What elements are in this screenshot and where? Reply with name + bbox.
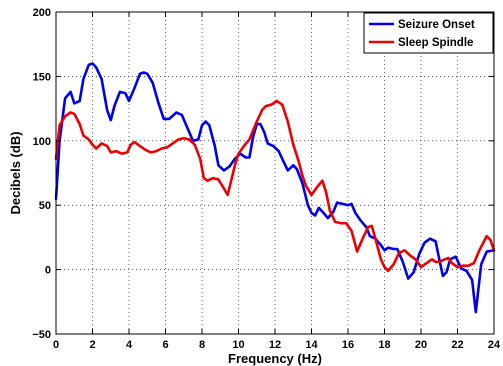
y-tick-label: 200	[33, 7, 51, 19]
x-tick-label: 16	[342, 339, 354, 351]
x-tick-label: 2	[89, 339, 95, 351]
x-tick-label: 20	[415, 339, 427, 351]
x-tick-label: 10	[232, 339, 244, 351]
x-tick-label: 14	[305, 339, 318, 351]
x-tick-label: 4	[126, 339, 133, 351]
axis-ticks	[55, 11, 495, 335]
x-tick-label: 22	[451, 339, 463, 351]
x-tick-labels: 0 2 4 6 8 10 12 14 16 18 20 22 24	[53, 339, 501, 351]
y-tick-label: 50	[39, 200, 51, 212]
x-axis-title: Frequency (Hz)	[228, 351, 322, 366]
legend-box	[363, 12, 494, 54]
legend-label-sleep-spindle: Sleep Spindle	[398, 37, 473, 49]
series-lines	[54, 62, 496, 314]
x-tick-label: 24	[488, 339, 501, 351]
x-tick-label: 12	[269, 339, 281, 351]
y-tick-labels: −50 0 50 100 150 200	[32, 7, 51, 341]
y-tick-label: 100	[33, 136, 51, 148]
y-tick-label: −50	[32, 329, 51, 341]
x-tick-label: 8	[199, 339, 205, 351]
x-tick-label: 0	[53, 339, 59, 351]
y-tick-label: 0	[45, 265, 51, 277]
y-tick-label: 150	[33, 71, 51, 83]
x-tick-label: 18	[378, 339, 390, 351]
legend: Seizure Onset Sleep Spindle	[363, 12, 494, 54]
grid	[56, 12, 494, 334]
series-line-sleep-spindle	[54, 99, 496, 273]
legend-label-seizure-onset: Seizure Onset	[398, 19, 475, 31]
x-tick-label: 6	[162, 339, 168, 351]
y-axis-title: Decibels (dB)	[8, 131, 23, 214]
